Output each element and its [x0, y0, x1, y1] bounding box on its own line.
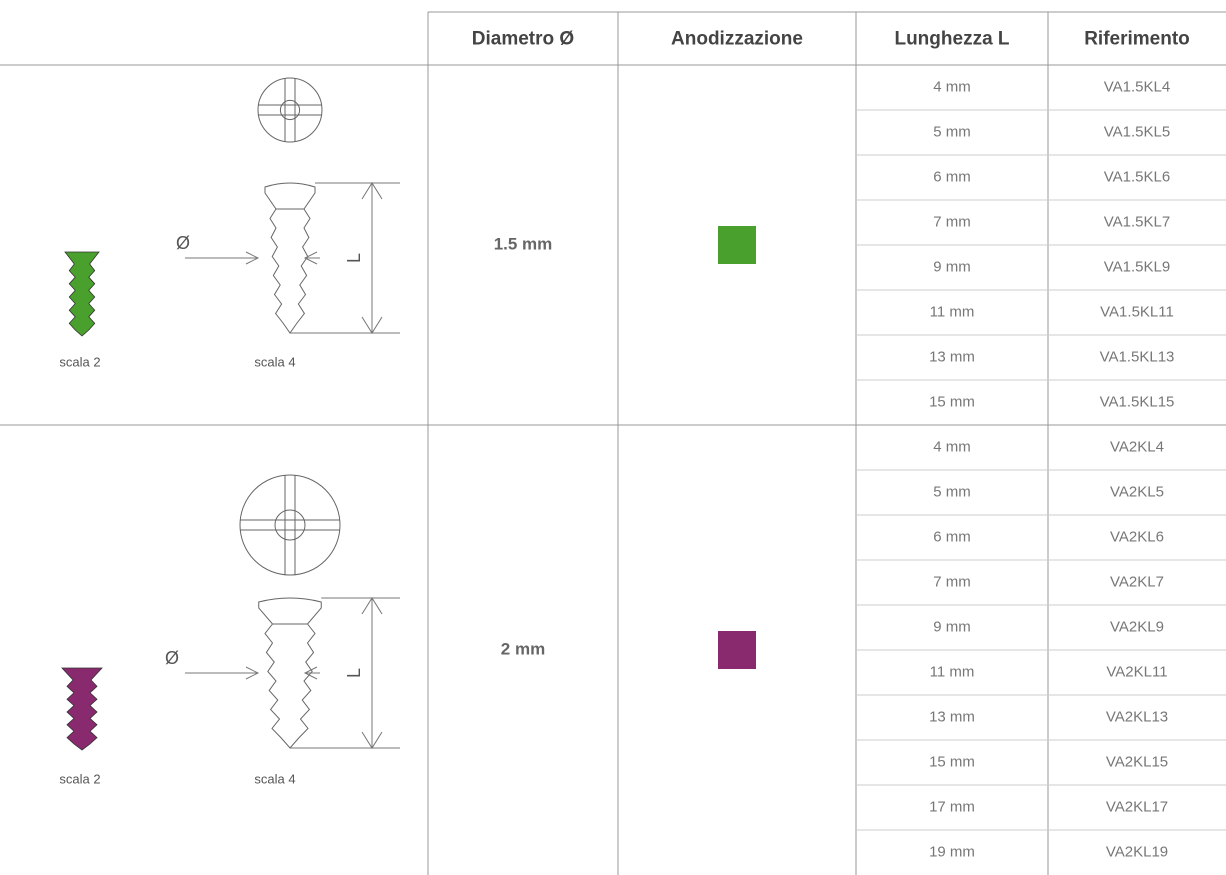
cell: VA2KL13: [1106, 708, 1168, 725]
cell: VA1.5KL5: [1104, 123, 1170, 140]
scale-caption: scala 4: [254, 771, 295, 786]
cell: VA2KL19: [1106, 843, 1168, 860]
cell: VA2KL5: [1110, 483, 1164, 500]
scale-caption: scala 4: [254, 354, 295, 369]
dimension-lines: [185, 597, 400, 749]
cell: 6 mm: [933, 168, 971, 185]
cell: VA2KL15: [1106, 753, 1168, 770]
cell: VA1.5KL9: [1104, 258, 1170, 275]
length-symbol: L: [344, 253, 364, 263]
screw-body: [264, 623, 316, 749]
cell: VA1.5KL13: [1100, 348, 1175, 365]
anodization-swatch: [718, 226, 756, 264]
diameter-symbol: Ø: [176, 233, 190, 253]
cell: VA2KL9: [1110, 618, 1164, 635]
cell: 13 mm: [929, 708, 975, 725]
cell: 13 mm: [929, 348, 975, 365]
scale-caption: scala 2: [59, 771, 100, 786]
screw-drawing: [185, 77, 400, 334]
dimension-lines: [185, 182, 400, 334]
length-symbol: L: [344, 668, 364, 678]
screw-head: [264, 182, 316, 210]
cell: VA2KL11: [1106, 663, 1167, 680]
cell: VA1.5KL4: [1104, 78, 1170, 95]
cell: 4 mm: [933, 78, 971, 95]
cell: 5 mm: [933, 483, 971, 500]
cell: 15 mm: [929, 753, 975, 770]
cell: 9 mm: [933, 618, 971, 635]
screw-head-top: [239, 474, 341, 576]
diameter: 1.5 mm: [494, 234, 553, 253]
screw-photo: [61, 667, 103, 751]
header-cell: Anodizzazione: [671, 29, 803, 50]
diameter: 2 mm: [501, 639, 545, 658]
screw-head-inner: [274, 509, 306, 541]
cell: 19 mm: [929, 843, 975, 860]
cell: 5 mm: [933, 123, 971, 140]
screw-photo: [64, 251, 100, 337]
cell: 11 mm: [930, 663, 975, 680]
screw-head: [258, 597, 322, 625]
screw-head-top: [257, 77, 323, 143]
screw-body: [269, 208, 311, 334]
cell: 15 mm: [929, 393, 975, 410]
cell: VA1.5KL11: [1100, 303, 1174, 320]
cell: 11 mm: [930, 303, 975, 320]
cell: 4 mm: [933, 438, 971, 455]
header-cell: Riferimento: [1084, 29, 1190, 50]
anodization-swatch: [718, 631, 756, 669]
cell: VA1.5KL7: [1104, 213, 1170, 230]
cell: VA2KL17: [1106, 798, 1168, 815]
cell: 7 mm: [933, 213, 971, 230]
cell: VA2KL4: [1110, 438, 1164, 455]
cell: VA1.5KL6: [1104, 168, 1170, 185]
header-cell: Diametro Ø: [472, 29, 574, 50]
diameter-symbol: Ø: [165, 648, 179, 668]
cell: 9 mm: [933, 258, 971, 275]
header-cell: Lunghezza L: [894, 29, 1009, 50]
cell: 17 mm: [929, 798, 975, 815]
screw-head-inner: [279, 99, 301, 121]
screw-drawing: [185, 474, 400, 749]
scale-caption: scala 2: [59, 354, 100, 369]
cell: 7 mm: [933, 573, 971, 590]
cell: 6 mm: [933, 528, 971, 545]
screw-cross: [258, 78, 322, 142]
cell: VA2KL7: [1110, 573, 1164, 590]
cell: VA2KL6: [1110, 528, 1164, 545]
screw-cross: [240, 475, 340, 575]
cell: VA1.5KL15: [1100, 393, 1175, 410]
